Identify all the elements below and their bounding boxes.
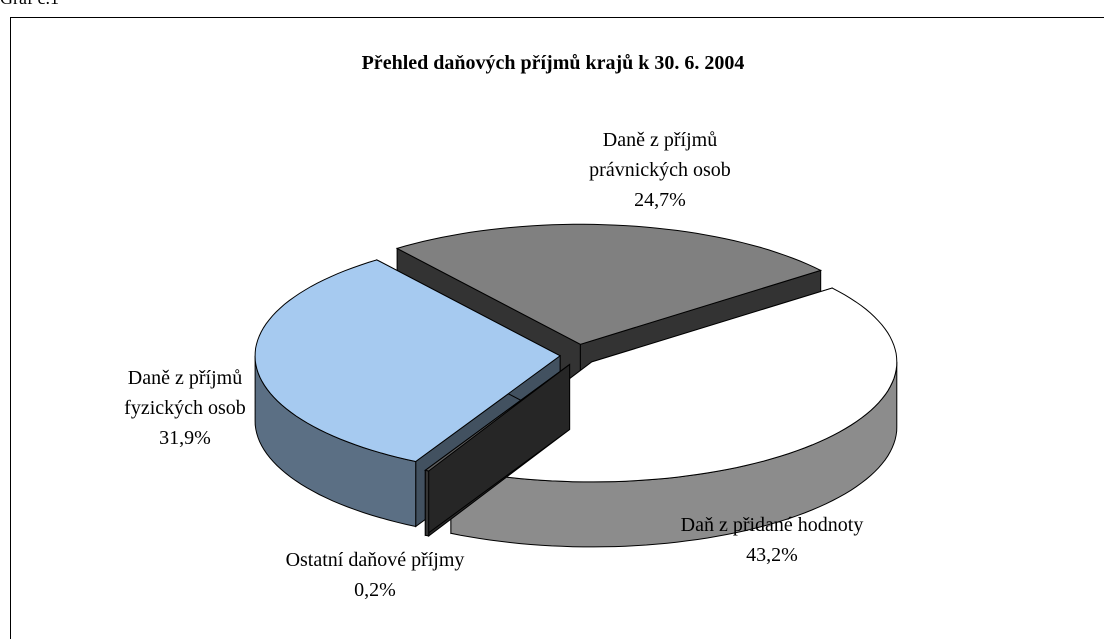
slice-side	[424, 469, 430, 537]
label-value: 24,7%	[634, 189, 686, 211]
chart-title: Přehled daňových příjmů krajů k 30. 6. 2…	[361, 52, 745, 74]
label-category: Daně z příjmů fyzických osob	[124, 367, 246, 419]
data-label: Daně z příjmů fyzických osob 31,9%	[95, 363, 275, 453]
data-label: Ostatní daňové příjmy 0,2%	[280, 545, 470, 605]
slice	[395, 223, 823, 345]
slice	[424, 364, 570, 472]
caption: Graf č.1	[0, 0, 59, 9]
label-category: Daně z příjmů právnických osob	[589, 129, 731, 181]
label-category: Ostatní daňové příjmy	[285, 549, 465, 571]
data-label: Daň z přidané hodnoty 43,2%	[672, 510, 872, 570]
label-value: 43,2%	[746, 544, 798, 566]
label-category: Daň z přidané hodnoty	[680, 514, 864, 536]
label-value: 0,2%	[354, 579, 396, 601]
label-value: 31,9%	[159, 427, 211, 449]
data-label: Daně z příjmů právnických osob 24,7%	[565, 125, 755, 215]
slice	[254, 259, 562, 463]
